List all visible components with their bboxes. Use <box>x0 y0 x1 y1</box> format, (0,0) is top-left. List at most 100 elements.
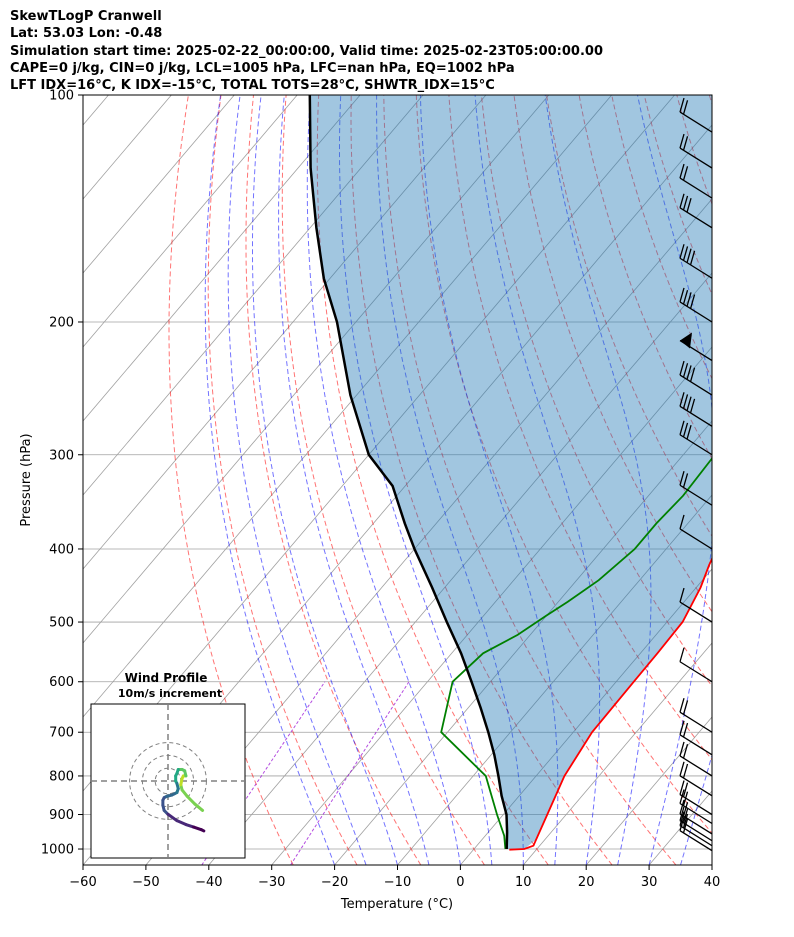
wind-barb-tick <box>686 292 692 307</box>
wind-barb <box>679 811 712 847</box>
wind-barb-tick <box>679 392 685 407</box>
mixing-ratio-line <box>290 681 410 865</box>
dry-adiabat-line <box>708 95 712 106</box>
wind-barb-staff <box>679 601 712 623</box>
y-tick-label: 800 <box>49 769 74 784</box>
wind-barb-tick <box>679 420 685 435</box>
wind-barb <box>679 780 712 816</box>
dry-adiabat-line <box>546 95 712 538</box>
wind-barb-tick <box>682 246 689 261</box>
moist-adiabat-line <box>474 95 601 865</box>
wind-barb-staff <box>679 820 712 842</box>
wind-barb-tick <box>686 424 692 440</box>
indices-line: LFT IDX=16°C, K IDX=-15°C, TOTAL TOTS=28… <box>10 78 495 94</box>
wind-barb-tick <box>682 473 689 488</box>
isotherm-grid <box>83 95 794 865</box>
location-line: Lat: 53.03 Lon: -0.48 <box>10 26 163 42</box>
wind-barb-staff <box>679 301 712 323</box>
wind-barb-tick <box>679 811 685 826</box>
hodograph-inset: Wind Profile 10m/s increment <box>90 671 246 859</box>
wind-barb-staff <box>679 775 712 797</box>
y-tick-label: 600 <box>49 675 74 690</box>
x-tick-label: −30 <box>258 875 285 890</box>
wind-barb-tick <box>682 100 689 115</box>
wind-barb-staff <box>679 793 712 816</box>
isotherm-line <box>83 95 613 718</box>
hodograph-segment <box>185 794 197 806</box>
y-tick-label: 100 <box>49 89 74 104</box>
wind-barb <box>679 587 712 623</box>
dry-adiabat-line <box>513 95 712 613</box>
wind-barb-tick <box>686 197 692 213</box>
wind-barb-tick <box>679 193 685 208</box>
x-tick-label: 20 <box>578 875 595 890</box>
wind-barb <box>679 741 712 777</box>
y-axis-label: Pressure (hPa) <box>19 433 34 526</box>
wind-barb-staff <box>679 207 712 229</box>
wind-barb-tick <box>686 396 692 411</box>
x-tick-label: 30 <box>641 875 658 890</box>
dry-adiabat-line <box>281 95 485 865</box>
isotherm-line <box>83 95 235 274</box>
y-tick-label: 400 <box>49 542 74 557</box>
wind-barb-tick <box>679 287 685 303</box>
header-block: SkewTLogP Cranwell Lat: 53.03 Lon: -0.48… <box>10 8 790 94</box>
x-axis-label: Temperature (°C) <box>340 897 453 912</box>
isotherm-line <box>83 95 361 422</box>
hodograph-segment <box>193 802 205 812</box>
wind-barb-tick <box>679 780 685 795</box>
wind-barb-tick <box>682 722 689 738</box>
wind-barbs <box>679 95 712 852</box>
x-tick-label: −50 <box>132 875 159 890</box>
sounding-profiles <box>308 95 712 851</box>
wind-barb <box>679 360 712 396</box>
wind-barb-tick <box>679 133 685 149</box>
wind-barb-tick <box>679 587 685 603</box>
dry-adiabat-line <box>578 95 712 460</box>
temperature-line <box>509 556 712 851</box>
dry-adiabat-line <box>611 95 712 380</box>
wind-barb <box>679 287 712 323</box>
wind-barb <box>679 720 712 756</box>
wind-barb-staff <box>679 734 712 756</box>
x-tick-label: 10 <box>515 875 532 890</box>
moist-adiabat-line <box>711 863 712 865</box>
wind-barb-tick <box>679 806 685 821</box>
wind-barb-tick <box>679 244 685 259</box>
wind-barb-tick <box>682 290 689 305</box>
wind-barb-tick <box>682 808 689 824</box>
wind-barb-tick <box>682 136 689 151</box>
dry-adiabat-line <box>316 95 549 865</box>
y-tick-label: 1000 <box>41 843 74 858</box>
wind-barb <box>679 97 712 133</box>
parcel-path-line <box>308 95 509 850</box>
hodograph-segment <box>175 819 188 827</box>
wind-barb-staff <box>679 830 712 852</box>
wind-barb <box>679 471 712 506</box>
isotherm-line <box>522 642 712 865</box>
moist-adiabats <box>204 95 712 865</box>
x-tick-label: −20 <box>321 875 348 890</box>
wind-barb <box>679 761 712 797</box>
wind-barb <box>679 806 712 842</box>
wind-barb <box>679 133 712 169</box>
wind-barb-tick <box>682 743 689 759</box>
wind-barb-tick <box>679 163 685 179</box>
wind-barb-tick <box>679 698 685 713</box>
wind-barb-tick <box>682 813 689 829</box>
wind-barb <box>679 244 712 279</box>
moist-adiabat-line <box>252 95 398 865</box>
hodograph-title: Wind Profile <box>125 671 208 685</box>
dry-adiabat-line <box>742 95 794 865</box>
wind-barb-tick <box>679 97 685 113</box>
isotherm-line <box>711 864 712 865</box>
wind-barb-tick <box>682 763 689 779</box>
wind-barb-tick <box>689 367 696 382</box>
moist-adiabat-line <box>544 95 652 865</box>
wind-barb-staff <box>679 177 712 199</box>
isotherm-line <box>83 95 298 348</box>
wind-barb-tick <box>679 741 685 757</box>
isotherm-line <box>145 198 712 865</box>
wind-barb-tick <box>686 248 692 263</box>
isotherm-line <box>775 95 794 865</box>
